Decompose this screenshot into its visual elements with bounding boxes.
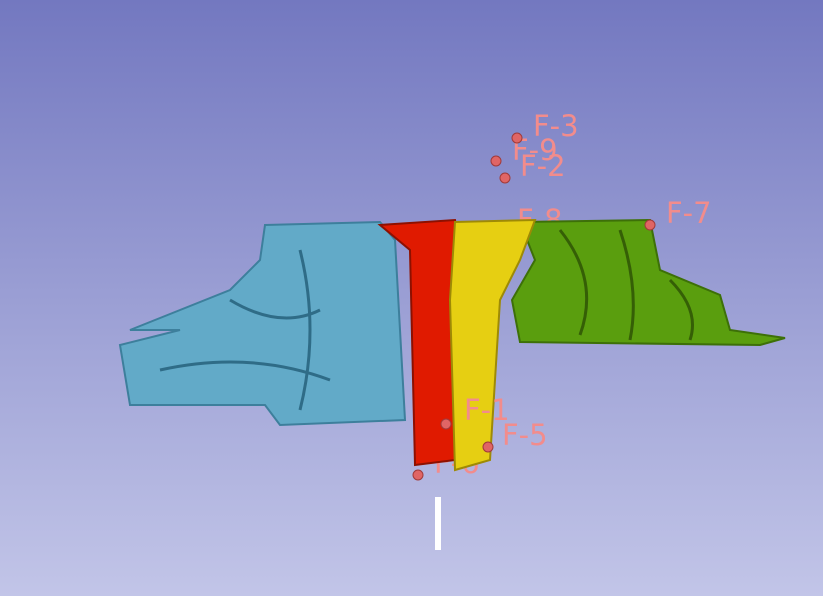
blue-shading [159,249,331,411]
blue-segment [118,220,407,427]
fiducial-point [511,132,523,144]
fiducial-label: F-5 [502,418,548,452]
fiducial-label: F-1 [464,393,510,427]
fiducial-label: F-2 [520,149,566,183]
fiducial-point [490,155,502,167]
fiducial-point [499,172,511,184]
fiducial-point [440,418,452,430]
fiducial-point [482,441,494,453]
fiducial-point [412,469,424,481]
fiducial-label: F-3 [533,109,579,143]
fiducial-point [644,219,656,231]
green-segment [510,218,786,347]
green-shading [558,229,694,341]
fiducial-label: F-7 [666,196,712,230]
yellow-segment [448,218,537,472]
visible-labels: F-3 F-2 F-7 F-1F-5 [440,109,712,453]
scale-bar [435,497,441,550]
